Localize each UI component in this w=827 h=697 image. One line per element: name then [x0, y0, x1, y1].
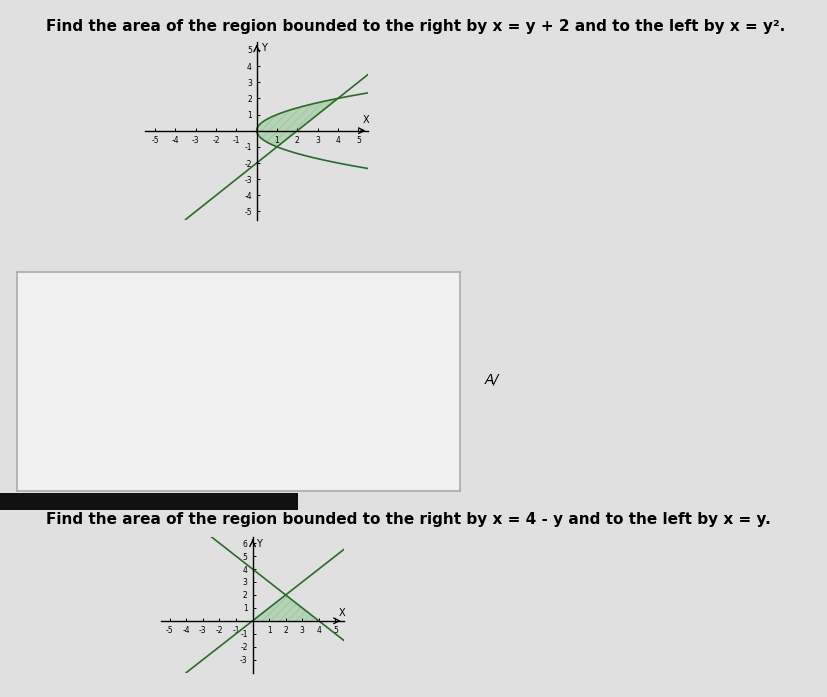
- Text: Y: Y: [256, 539, 261, 549]
- Text: Y: Y: [261, 43, 266, 54]
- Text: Find the area of the region bounded to the right by x = y + 2 and to the left by: Find the area of the region bounded to t…: [45, 19, 784, 34]
- Text: Find the area of the region bounded to the right by x = 4 - y and to the left by: Find the area of the region bounded to t…: [45, 512, 769, 528]
- Text: A/: A/: [484, 373, 498, 387]
- Text: X: X: [362, 115, 369, 125]
- Text: X: X: [338, 608, 345, 618]
